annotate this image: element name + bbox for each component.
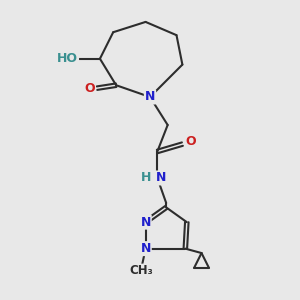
Text: N: N (145, 91, 155, 103)
Text: H: H (141, 172, 152, 184)
Text: O: O (84, 82, 95, 95)
Text: O: O (185, 135, 196, 148)
Text: N: N (140, 242, 151, 255)
Text: N: N (140, 216, 151, 229)
Text: HO: HO (57, 52, 78, 65)
Text: CH₃: CH₃ (129, 264, 153, 277)
Text: N: N (156, 172, 166, 184)
